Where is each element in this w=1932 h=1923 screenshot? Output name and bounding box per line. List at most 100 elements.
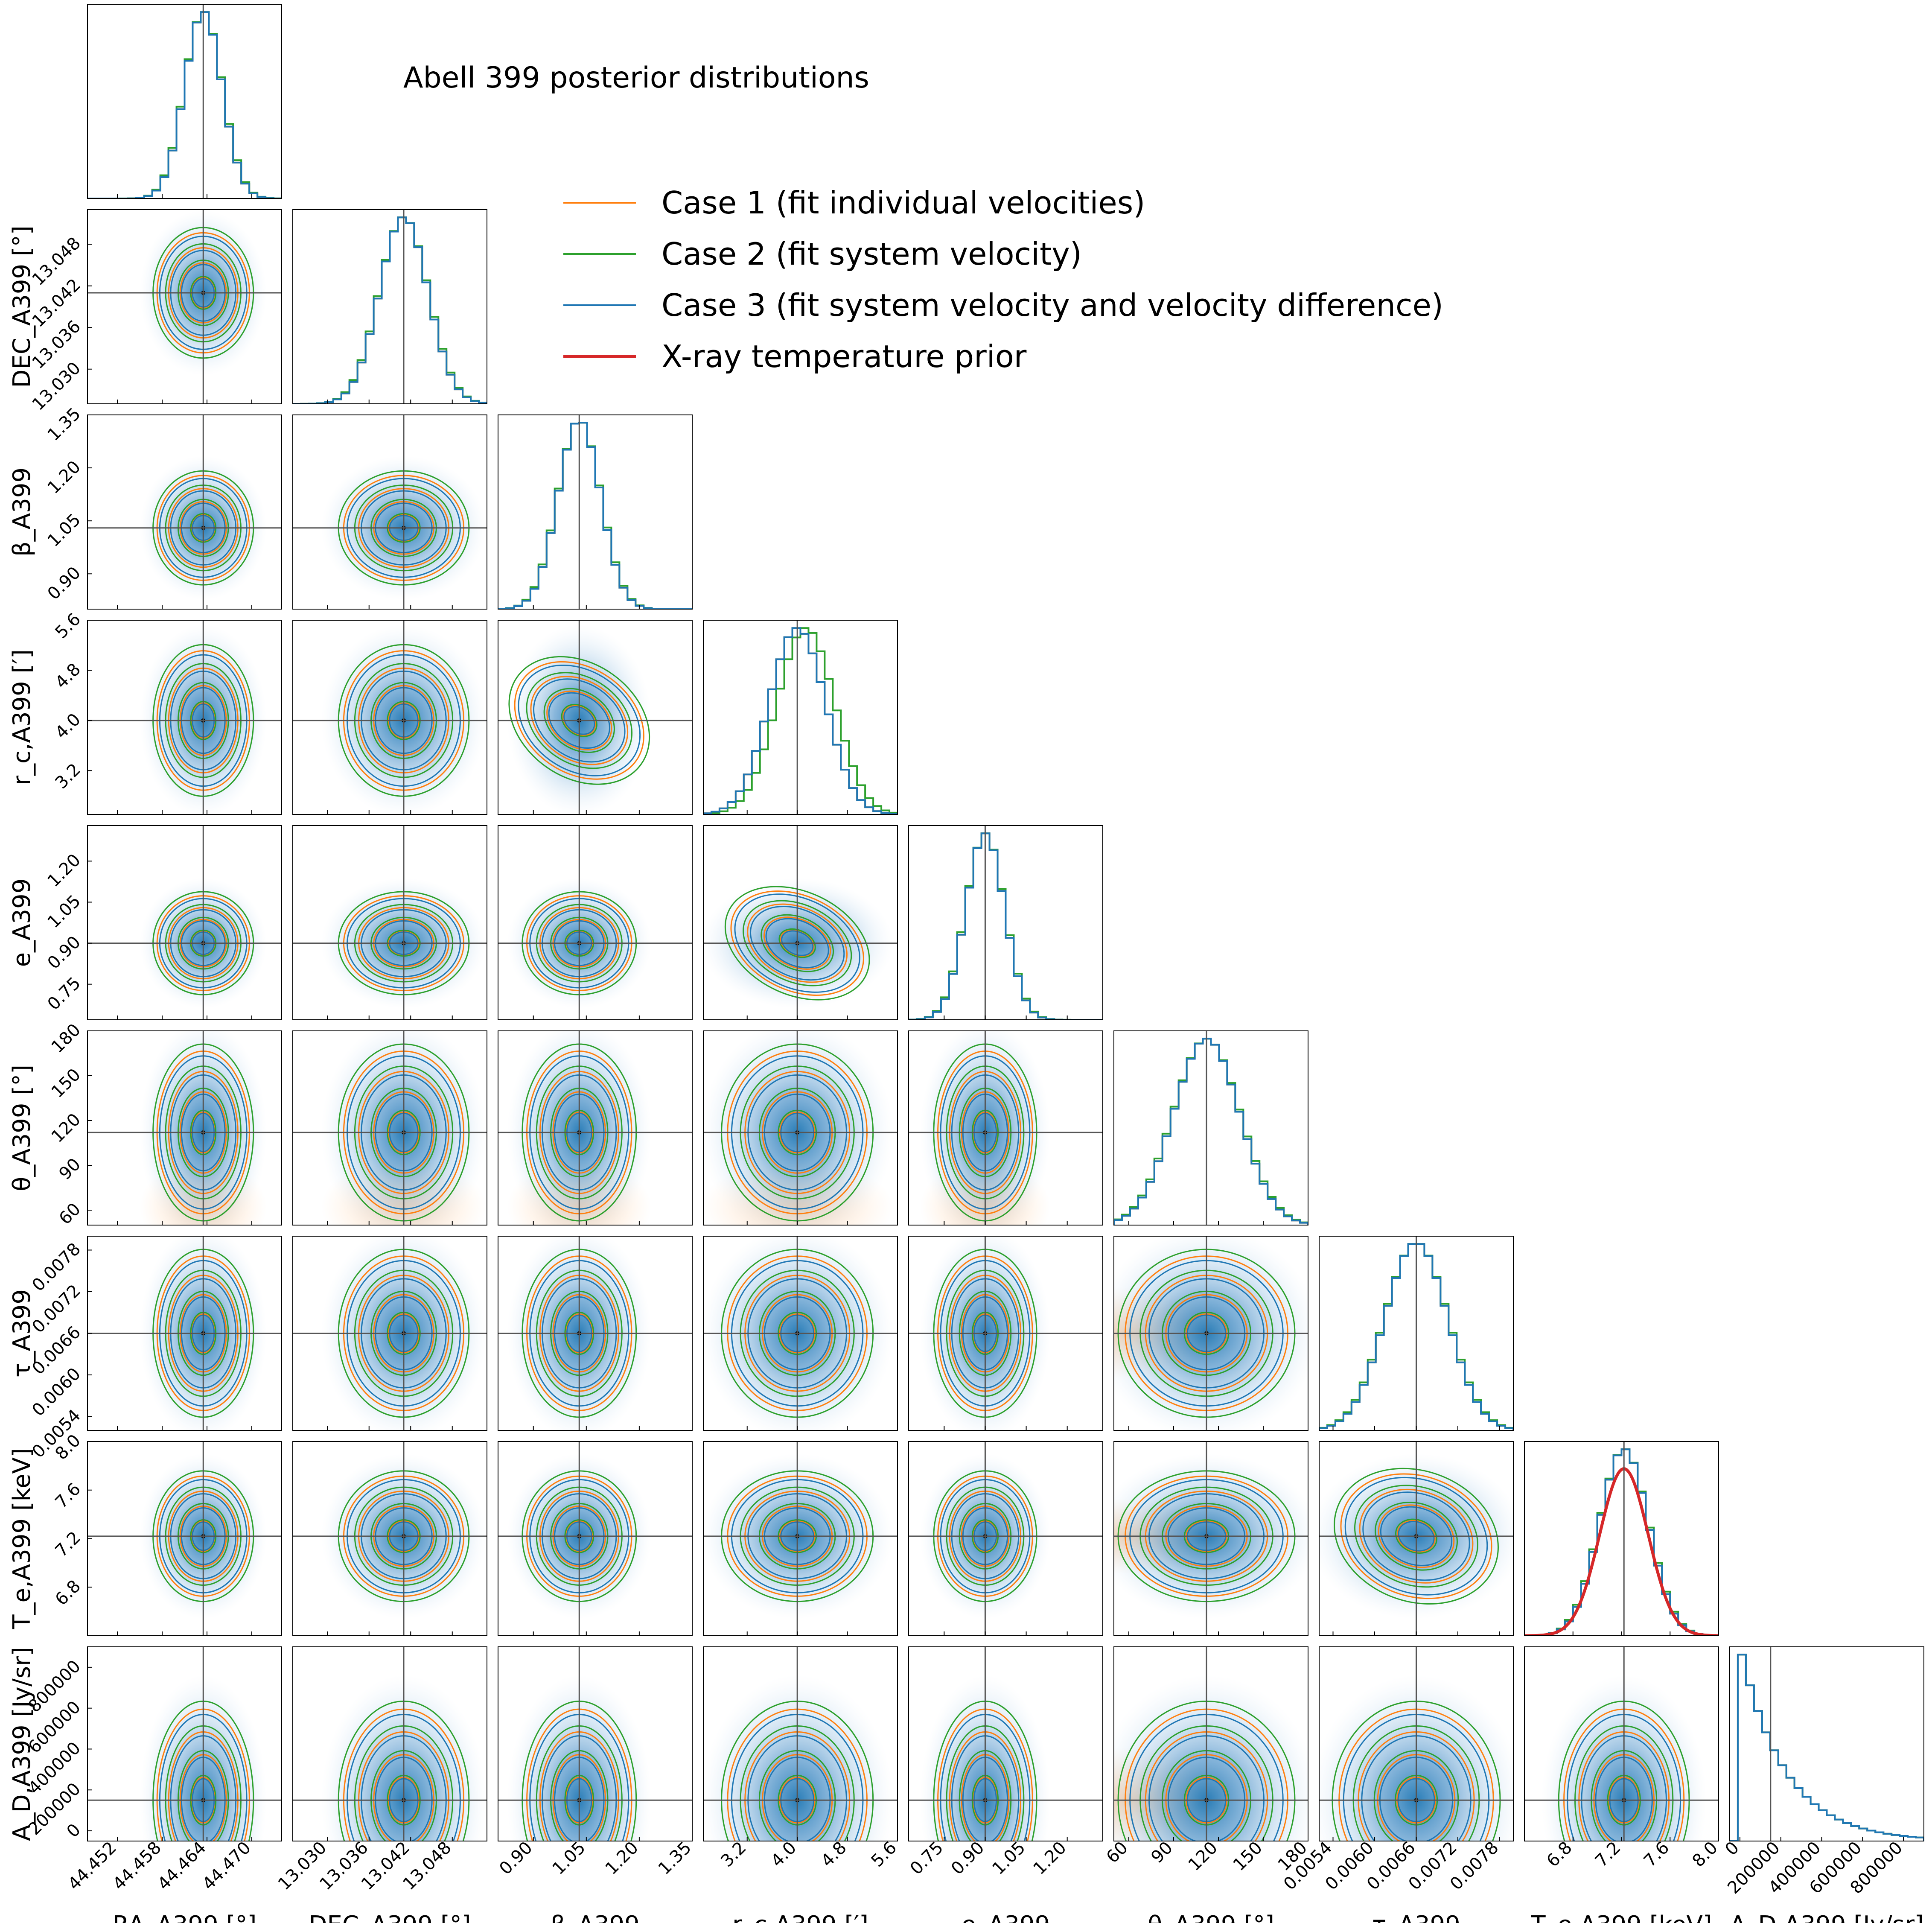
x-axis-label-r_c_A399: r_c,A399 [′]	[732, 1911, 868, 1923]
x-axis-label-RA_A399: RA_A399 [°]	[113, 1911, 257, 1923]
panel-T_e_A399-vs-tau_A399	[1319, 1441, 1514, 1636]
contour-r_c_A399-beta_A399-s1-l0	[562, 705, 596, 736]
x-tick-label-beta_A399: 1.20	[601, 1838, 642, 1879]
panel-r_c_A399-vs-DEC_A399	[292, 620, 487, 815]
hist-T_e_A399-series-1	[1524, 1448, 1719, 1636]
panel-tau_A399-vs-e_A399	[908, 1236, 1103, 1431]
panel-frame	[703, 825, 898, 1020]
contour-r_c_A399-beta_A399-s2-l0	[561, 703, 597, 737]
x-tick-label-r_c_A399: 4.0	[767, 1838, 801, 1871]
hist-r_c_A399-series-3	[703, 627, 898, 814]
panel-frame	[87, 825, 282, 1020]
contour-T_e_A399-tau_A399-s2-l0	[1395, 1518, 1437, 1554]
chart-title: Abell 399 posterior distributions	[403, 61, 869, 95]
panel-frame	[498, 414, 693, 610]
x-tick-label-RA_A399: 44.464	[154, 1838, 210, 1894]
contour-e_A399-r_c_A399-s3-l1	[765, 918, 829, 969]
panel-frame	[87, 1030, 282, 1226]
x-tick-label-theta_A399: 60	[1103, 1838, 1132, 1868]
x-tick-label-beta_A399: 1.05	[548, 1838, 589, 1879]
panel-theta_A399-vs-beta_A399	[498, 1030, 693, 1226]
contour-r_c_A399-beta_A399-s2-l2	[526, 672, 633, 769]
contour-r_c_A399-beta_A399-s3-l1	[548, 692, 610, 749]
contour-T_e_A399-tau_A399-s1-l3	[1340, 1473, 1492, 1599]
panel-frame	[908, 1441, 1103, 1636]
panel-A_D_A399-vs-e_A399: 0.750.901.051.20 e_A399	[906, 1646, 1103, 1923]
panel-e_A399-vs-r_c_A399	[703, 825, 898, 1020]
x-tick-label-T_e_A399: 8.0	[1689, 1838, 1722, 1871]
panel-theta_A399-vs-r_c_A399	[703, 1030, 898, 1226]
contour-r_c_A399-beta_A399-s3-l3	[518, 664, 641, 776]
x-tick-label-RA_A399: 44.452	[64, 1838, 120, 1894]
panel-frame	[498, 1441, 693, 1636]
x-tick-label-r_c_A399: 4.8	[817, 1838, 851, 1871]
panel-frame	[292, 620, 487, 815]
panel-frame	[292, 1236, 487, 1431]
x-axis-label-DEC_A399: DEC_A399 [°]	[309, 1911, 471, 1923]
contour-T_e_A399-tau_A399-s3-l1	[1380, 1506, 1453, 1566]
prior-curve-T_e_A399	[1524, 1467, 1719, 1636]
x-tick-label-T_e_A399: 7.6	[1640, 1838, 1673, 1871]
hist-r_c_A399-series-2	[703, 627, 898, 814]
panel-T_e_A399-vs-e_A399	[908, 1441, 1103, 1636]
panel-e_A399-vs-e_A399	[908, 825, 1103, 1020]
panel-T_e_A399-vs-DEC_A399	[292, 1441, 487, 1636]
y-tick-label-r_c_A399: 5.6	[52, 610, 85, 643]
contour-r_c_A399-beta_A399-s2-l1	[543, 688, 615, 753]
y-tick-label-beta_A399: 0.90	[44, 563, 85, 604]
panel-A_D_A399-vs-beta_A399: 0.90 1.05 1.20 1.35 β_A399	[495, 1646, 695, 1923]
panel-r_c_A399-vs-beta_A399	[498, 620, 693, 815]
y-tick-label-e_A399: 1.20	[44, 850, 85, 891]
contour-T_e_A399-tau_A399-s2-l2	[1354, 1485, 1478, 1588]
panel-beta_A399-vs-RA_A399: 0.90 1.05 1.20 1.35 β_A399	[8, 404, 282, 610]
x-axis-label-tau_A399: τ_A399	[1372, 1911, 1460, 1923]
x-axis-label-theta_A399: θ_A399 [°]	[1148, 1911, 1274, 1923]
panel-frame	[703, 620, 898, 815]
y-axis-label-beta_A399: β_A399	[8, 467, 36, 557]
panel-frame	[908, 825, 1103, 1020]
legend: Case 1 (fit individual velocities) Case …	[563, 185, 1443, 374]
panel-A_D_A399-vs-r_c_A399: 3.2 4.0 4.8 5.6 r_c,A399 [′]	[703, 1646, 900, 1923]
panel-r_c_A399-vs-r_c_A399	[703, 620, 898, 815]
contour-e_A399-r_c_A399-s2-l3	[724, 886, 870, 1001]
panel-T_e_A399-vs-theta_A399	[1113, 1441, 1308, 1636]
contour-e_A399-r_c_A399-s2-l1	[761, 914, 834, 972]
hist-A_D_A399-series-3	[1730, 1654, 1924, 1841]
panel-tau_A399-vs-DEC_A399	[292, 1236, 487, 1431]
contour-T_e_A399-tau_A399-s2-l1	[1375, 1502, 1458, 1571]
panel-frame	[703, 1646, 898, 1841]
panel-frame	[703, 1236, 898, 1431]
contour-T_e_A399-tau_A399-s1-l1	[1378, 1504, 1455, 1568]
y-tick-label-e_A399: 0.75	[44, 973, 85, 1014]
y-tick-label-T_e_A399: 7.6	[52, 1479, 85, 1512]
contour-e_A399-r_c_A399-s3-l3	[734, 893, 860, 993]
panel-frame	[498, 825, 693, 1020]
contour-e_A399-r_c_A399-s3-l0	[781, 930, 814, 956]
panel-frame	[1113, 1646, 1308, 1841]
y-tick-label-A_D_A399: 0	[63, 1820, 85, 1842]
x-axis-label-T_e_A399: T_e,A399 [keV]	[1530, 1911, 1712, 1923]
hist-theta_A399-series-3	[1114, 1038, 1308, 1225]
panel-frame	[498, 1030, 693, 1226]
hist-RA_A399-series-3	[87, 11, 282, 198]
panel-frame	[1729, 1646, 1924, 1841]
panel-frame	[498, 1646, 693, 1841]
y-tick-label-r_c_A399: 4.8	[52, 659, 85, 693]
y-tick-label-r_c_A399: 4.0	[52, 709, 85, 743]
y-tick-label-beta_A399: 1.05	[44, 510, 85, 551]
panel-frame	[87, 414, 282, 610]
panel-tau_A399-vs-theta_A399	[1113, 1236, 1308, 1431]
panel-frame	[292, 1030, 487, 1226]
x-tick-label-theta_A399: 150	[1230, 1838, 1267, 1875]
x-tick-label-T_e_A399: 7.2	[1591, 1838, 1625, 1871]
panel-tau_A399-vs-r_c_A399	[703, 1236, 898, 1431]
panel-frame	[1113, 1236, 1308, 1431]
panel-theta_A399-vs-RA_A399: 60 90 120 150 180 θ_A399 [°]	[8, 1020, 282, 1229]
panel-frame	[87, 1646, 282, 1841]
y-tick-label-T_e_A399: 7.2	[52, 1528, 85, 1561]
